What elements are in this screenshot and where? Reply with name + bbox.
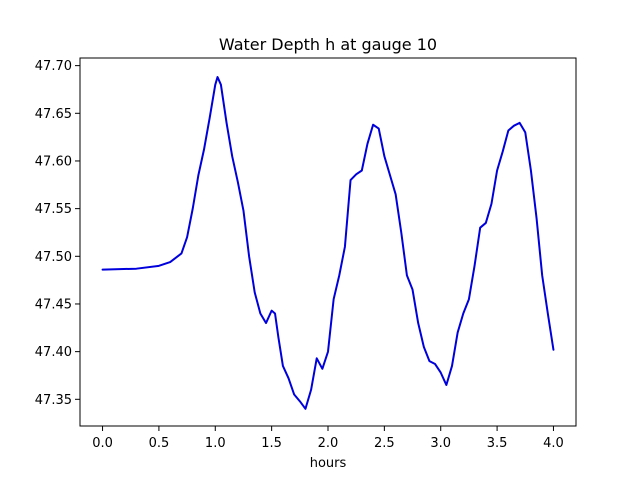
x-tick-label: 4.0 [543, 436, 564, 451]
y-tick-label: 47.50 [35, 250, 72, 265]
x-tick-label: 1.5 [261, 436, 282, 451]
plot-area [101, 76, 555, 410]
y-tick-label: 47.35 [35, 393, 72, 408]
y-tick-label: 47.70 [35, 59, 72, 74]
tick-layer: 0.0 0.5 1.0 1.5 2.0 2.5 3.0 3.5 4.0 47.35 47.40 47.… [35, 59, 564, 451]
x-tick-label: 2.5 [374, 436, 395, 451]
chart-title: Water Depth h at gauge 10 [219, 35, 437, 54]
x-axis-label: hours [310, 456, 347, 471]
axes-frame [79, 57, 577, 427]
y-tick-label: 47.55 [35, 202, 72, 217]
y-tick-label: 47.45 [35, 297, 72, 312]
y-tick-label: 47.60 [35, 154, 72, 169]
series-line [101, 76, 555, 410]
x-tick-label: 3.0 [430, 436, 451, 451]
y-tick-label: 47.65 [35, 107, 72, 122]
x-tick-label: 0.0 [92, 436, 113, 451]
y-tick-label: 47.40 [35, 345, 72, 360]
x-tick-label: 3.5 [487, 436, 508, 451]
x-tick-label: 0.5 [149, 436, 170, 451]
x-tick-label: 2.0 [318, 436, 339, 451]
x-tick-label: 1.0 [205, 436, 226, 451]
